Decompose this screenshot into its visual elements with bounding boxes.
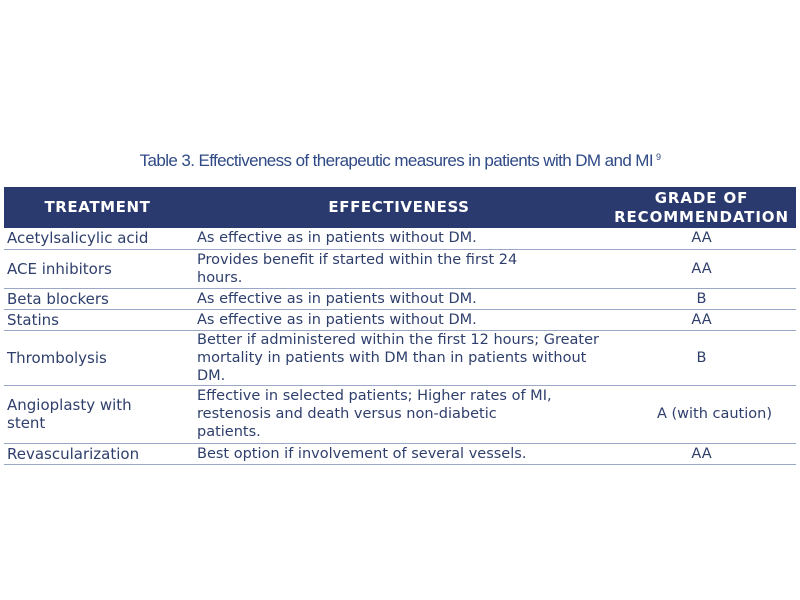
treatment-cell: Statins: [4, 309, 191, 331]
grade-cell: AA: [607, 443, 796, 465]
header-treatment: TREATMENT: [4, 187, 191, 228]
header-effectiveness: EFFECTIVENESS: [191, 187, 607, 228]
header-row: TREATMENT EFFECTIVENESS GRADE OF RECOMME…: [4, 187, 796, 228]
grade-cell: B: [607, 288, 796, 310]
effectiveness-cell: Better if administered within the first …: [191, 330, 607, 386]
treatment-cell: Revascularization: [4, 443, 191, 465]
caption-text: Table 3. Effectiveness of therapeutic me…: [139, 151, 654, 170]
table-row: Revascularization Best option if involve…: [4, 443, 796, 465]
treatment-cell: ACE inhibitors: [4, 249, 191, 289]
grade-cell: AA: [607, 228, 796, 250]
effectiveness-cell: Best option if involvement of several ve…: [191, 443, 607, 465]
grade-cell: AA: [607, 249, 796, 289]
grade-cell: B: [607, 330, 796, 386]
table-row: Angioplasty with stent Effective in sele…: [4, 385, 796, 444]
table-row: Thrombolysis Better if administered with…: [4, 330, 796, 386]
table-row: Beta blockers As effective as in patient…: [4, 288, 796, 310]
table-row: Statins As effective as in patients with…: [4, 309, 796, 331]
effectiveness-cell: As effective as in patients without DM.: [191, 288, 607, 310]
effectiveness-cell: As effective as in patients without DM.: [191, 228, 607, 250]
caption-reference: 9: [655, 152, 661, 162]
table-header: TREATMENT EFFECTIVENESS GRADE OF RECOMME…: [4, 187, 796, 228]
table-body: Acetylsalicylic acid As effective as in …: [4, 228, 796, 465]
grade-cell: A (with caution): [607, 385, 796, 444]
effectiveness-cell: As effective as in patients without DM.: [191, 309, 607, 331]
treatment-cell: Beta blockers: [4, 288, 191, 310]
treatment-cell: Acetylsalicylic acid: [4, 228, 191, 250]
treatment-cell: Angioplasty with stent: [4, 385, 191, 444]
table-caption: Table 3. Effectiveness of therapeutic me…: [0, 149, 800, 173]
header-grade: GRADE OF RECOMMENDATION: [607, 187, 796, 228]
table-row: Acetylsalicylic acid As effective as in …: [4, 228, 796, 250]
table-row: ACE inhibitors Provides benefit if start…: [4, 249, 796, 289]
grade-cell: AA: [607, 309, 796, 331]
effectiveness-cell: Provides benefit if started within the f…: [191, 249, 607, 289]
effectiveness-cell: Effective in selected patients; Higher r…: [191, 385, 607, 444]
treatment-table: TREATMENT EFFECTIVENESS GRADE OF RECOMME…: [4, 187, 796, 465]
treatment-cell: Thrombolysis: [4, 330, 191, 386]
